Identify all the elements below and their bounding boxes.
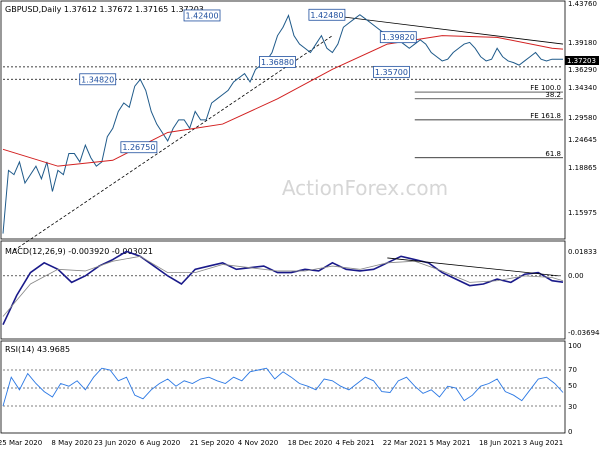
fib-label-7: FE 100.0 (530, 84, 561, 92)
macd-y-axis: 0.01833 0.00 -0.036944 (568, 248, 600, 337)
annotation-label-5: 1.34820 (81, 75, 114, 84)
annotation-box-6 (120, 141, 158, 154)
price-ytick-3: 1.29580 (568, 114, 597, 122)
rsi-line (2, 367, 564, 407)
annotation-box-3 (259, 56, 296, 68)
price-ytick-1: 1.39180 (568, 39, 597, 47)
annotation-label-1: 1.42480 (310, 11, 343, 20)
price-ytick-4: 1.24645 (568, 136, 597, 144)
xtick-11: 3 Aug 2021 (523, 439, 563, 447)
price-ytick-5: 1.18865 (568, 164, 597, 172)
annotation-label-3: 1.36880 (261, 58, 294, 67)
annotation-box-5 (79, 73, 117, 86)
macd-line (2, 250, 564, 326)
rsi-y-axis: 100 70 50 30 0 (568, 342, 581, 436)
rsi-ytick-3: 30 (568, 403, 577, 411)
rsi-ytick-1: 70 (568, 366, 577, 374)
price-y-axis: 1.43760 1.39180 1.34340 1.29580 1.24645 … (568, 0, 597, 217)
xtick-0: 25 Mar 2020 (0, 439, 42, 447)
xtick-2: 23 Jun 2020 (94, 439, 136, 447)
xtick-5: 4 Nov 2020 (238, 439, 278, 447)
macd-ytick-0: 0.01833 (568, 248, 597, 256)
rsi-ytick-2: 50 (568, 382, 577, 390)
macd-falling-trendline (387, 257, 559, 277)
macd-ytick-2: -0.036944 (568, 329, 600, 337)
rsi-chart-title: RSI(14) 43.9685 (5, 345, 70, 354)
macd-panel-frame (0, 240, 566, 340)
moving-average-line (2, 35, 564, 167)
annotation-box-4 (373, 65, 410, 78)
rising-trendline (13, 35, 333, 251)
fib-label-9: FE 161.8 (530, 112, 561, 120)
price-axis-labels: 1.37203 1.36290 (565, 56, 599, 74)
xtick-1: 8 May 2020 (51, 439, 92, 447)
annotation-label-2: 1.39820 (382, 33, 415, 42)
price-series-line (2, 13, 564, 234)
date-x-axis: 25 Mar 2020 8 May 2020 23 Jun 2020 6 Aug… (0, 439, 563, 447)
xtick-6: 18 Dec 2020 (288, 439, 333, 447)
annotation-label-6: 1.26750 (122, 143, 155, 152)
rsi-ytick-0: 100 (568, 342, 581, 350)
price-chart-title: GBPUSD,Daily 1.37612 1.37672 1.37165 1.3… (5, 5, 204, 14)
xtick-10: 18 Jun 2021 (479, 439, 521, 447)
macd-chart-title: MACD(12,26,9) -0.003920 -0.003021 (5, 247, 153, 256)
watermark-text: ActionForex.com (282, 176, 448, 200)
rsi-panel-frame (0, 340, 566, 434)
current-price-label: 1.37203 (567, 57, 596, 65)
xtick-4: 21 Sep 2020 (190, 439, 234, 447)
annotation-box-1 (308, 8, 346, 21)
annotation-box-0 (183, 9, 221, 22)
fib-label-8: 38.2 (545, 91, 561, 99)
price-ytick-6: 1.15975 (568, 209, 597, 217)
macd-ytick-1: 0.00 (568, 272, 584, 280)
falling-trendline (325, 14, 564, 45)
xtick-7: 4 Feb 2021 (335, 439, 374, 447)
secondary-price-label: 1.36290 (568, 66, 597, 74)
annotation-box-2 (379, 31, 417, 44)
macd-signal-line (2, 255, 564, 317)
price-ytick-0: 1.43760 (568, 0, 597, 8)
xtick-3: 6 Aug 2020 (140, 439, 180, 447)
fib-label-10: 61.8 (545, 150, 561, 158)
xtick-8: 22 Mar 2021 (383, 439, 427, 447)
price-ytick-2: 1.34340 (568, 84, 597, 92)
annotation-label-0: 1.42400 (185, 11, 218, 20)
rsi-ytick-4: 0 (568, 428, 572, 436)
annotation-label-4: 1.35700 (375, 68, 408, 77)
current-price-box (565, 56, 599, 65)
xtick-9: 5 May 2021 (429, 439, 470, 447)
